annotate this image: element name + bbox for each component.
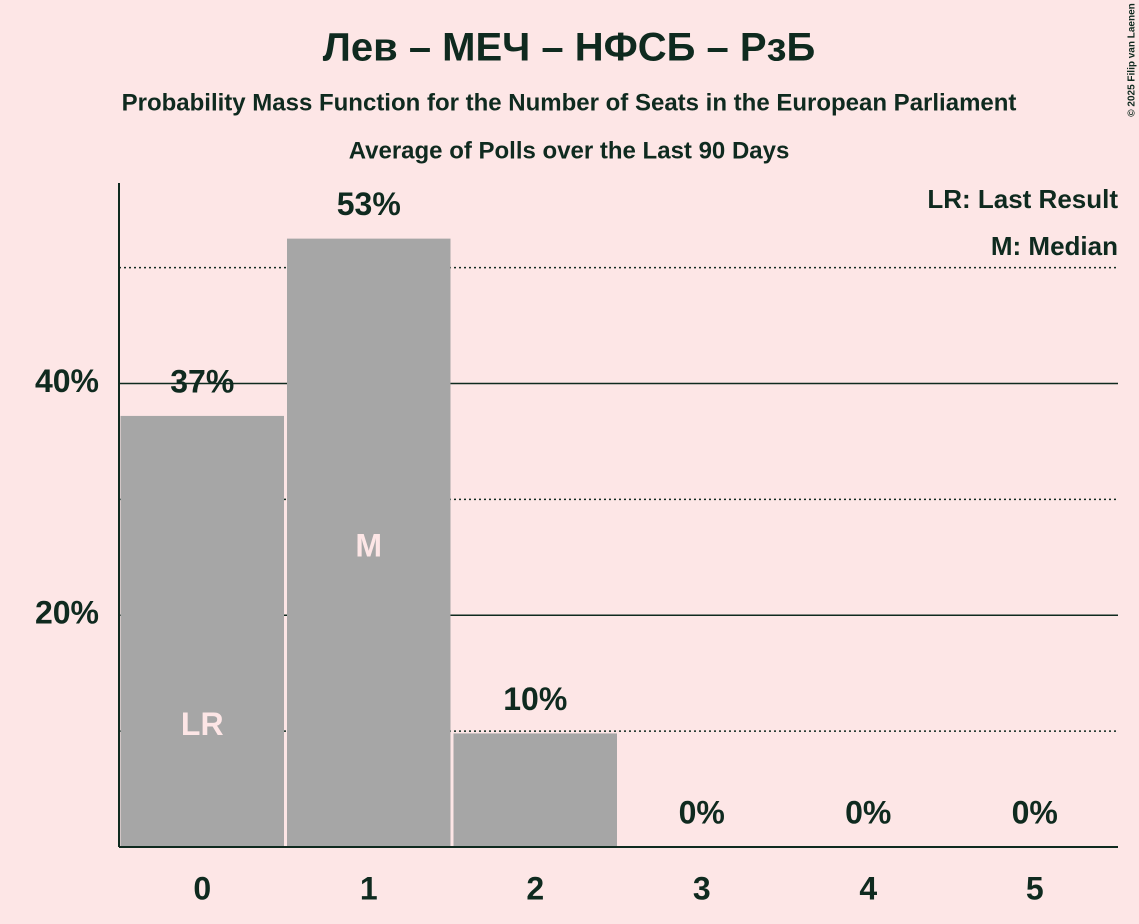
- value-label: 37%: [170, 363, 234, 399]
- legend-entry: LR: Last Result: [927, 184, 1118, 214]
- x-tick-label: 3: [693, 870, 711, 906]
- bar: [287, 238, 451, 847]
- bar-annotation: M: [355, 527, 382, 563]
- value-label: 10%: [503, 681, 567, 717]
- copyright: © 2025 Filip van Laenen: [1127, 3, 1138, 117]
- bar: [120, 415, 284, 847]
- value-label: 53%: [337, 186, 401, 222]
- x-tick-label: 2: [526, 870, 544, 906]
- y-tick-label: 40%: [35, 363, 99, 399]
- chart-subtitle: Average of Polls over the Last 90 Days: [349, 137, 790, 164]
- x-tick-label: 1: [360, 870, 378, 906]
- value-label: 0%: [1012, 794, 1058, 830]
- x-tick-label: 0: [193, 870, 211, 906]
- chart-title: Лев – МЕЧ – НФСБ – РзБ: [323, 26, 815, 70]
- chart-subtitle: Probability Mass Function for the Number…: [122, 89, 1017, 116]
- legend-entry: M: Median: [991, 231, 1118, 261]
- bar-annotation: LR: [181, 706, 224, 742]
- bar: [453, 733, 617, 847]
- x-tick-label: 5: [1026, 870, 1044, 906]
- value-label: 0%: [679, 794, 725, 830]
- value-label: 0%: [845, 794, 891, 830]
- x-tick-label: 4: [859, 870, 877, 906]
- y-tick-label: 20%: [35, 595, 99, 631]
